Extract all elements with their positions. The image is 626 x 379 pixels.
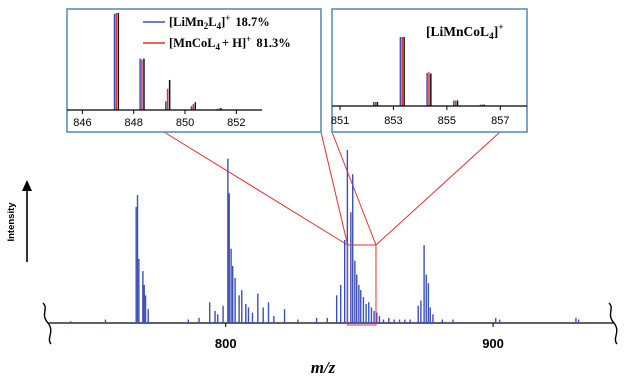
inset-right-x-tick-label: 853	[384, 115, 402, 127]
inset-right-spectrum: 851 853 855 857 [LiMnCoL4]+	[331, 8, 528, 133]
main-x-tick-label: 800	[215, 336, 237, 351]
inset-left-x-tick-label: 850	[176, 117, 194, 129]
inset-right-x-tick-label: 857	[491, 115, 509, 127]
main-x-ticks: 800 900	[215, 323, 504, 351]
inset-left-x-ticks: 846 848 850 852	[73, 110, 246, 129]
inset-right-title: [LiMnCoL4]+	[426, 23, 504, 42]
legend: [LiMn2L4]+ 18.7% [MnCoL4 + H]+ 81.3%	[143, 13, 291, 52]
main-x-tick-label: 900	[482, 336, 504, 351]
zoom-line-left	[163, 131, 348, 246]
main-spectrum: 800 900 Intensity m/z	[6, 150, 618, 377]
legend-item-2: [MnCoL4 + H]+ 81.3%	[169, 34, 291, 52]
inset-right-x-tick-label: 855	[438, 115, 456, 127]
legend-item-1: [LiMn2L4]+ 18.7%	[169, 13, 270, 31]
zoom-line-right-inner	[331, 131, 377, 246]
inset-right-frame	[331, 8, 528, 133]
axis-break-left-icon	[42, 302, 52, 345]
inset-right-x-tick-label: 851	[331, 115, 349, 127]
zoom-connector-lines	[163, 131, 501, 246]
zoom-line-left-inner	[320, 131, 349, 246]
highlight-box	[347, 244, 377, 326]
inset-left-x-tick-label: 848	[125, 117, 143, 129]
inset-left-frame	[66, 8, 322, 133]
zoom-line-right	[375, 131, 501, 246]
inset-left-x-tick-label: 852	[227, 117, 245, 129]
inset-right-x-ticks: 851 853 855 857	[331, 106, 509, 127]
intensity-arrow-head-icon	[22, 180, 32, 191]
inset-left-x-tick-label: 846	[73, 117, 91, 129]
x-axis-label: m/z	[311, 358, 336, 377]
y-axis-label: Intensity	[6, 202, 17, 242]
inset-left-peaks	[113, 13, 222, 110]
inset-right-peaks	[372, 37, 486, 106]
main-spectrum-peaks	[69, 150, 580, 323]
inset-left-spectrum: 846 848 850 852 [LiMn2L4]+ 18.7% [MnCoL4 + H]…	[66, 8, 322, 133]
axis-break-right-icon	[608, 302, 618, 345]
